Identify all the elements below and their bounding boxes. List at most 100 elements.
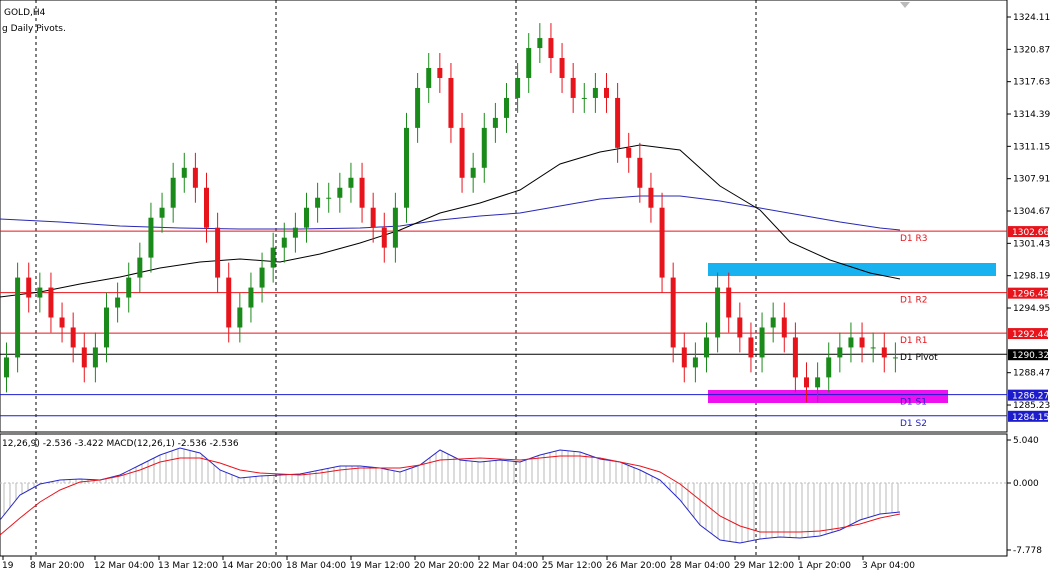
- candle-body[interactable]: [37, 287, 43, 298]
- candle-body[interactable]: [259, 267, 265, 288]
- candle-body[interactable]: [81, 347, 87, 368]
- candle-body[interactable]: [359, 177, 365, 208]
- price-panel[interactable]: [0, 0, 1008, 433]
- chart-shift-marker-icon[interactable]: [900, 2, 910, 8]
- candle-body[interactable]: [570, 77, 576, 98]
- candle-body[interactable]: [781, 317, 787, 338]
- candle-body[interactable]: [504, 97, 509, 118]
- candle-body[interactable]: [392, 207, 398, 248]
- candle-body[interactable]: [370, 207, 376, 228]
- candle-body[interactable]: [437, 67, 443, 78]
- candle-body[interactable]: [337, 187, 343, 198]
- candle-body[interactable]: [415, 87, 421, 128]
- candle-body[interactable]: [59, 317, 65, 328]
- candle-body[interactable]: [881, 347, 887, 358]
- time-tick-2: 12 Mar 04:00: [94, 561, 154, 571]
- candle-body[interactable]: [615, 97, 621, 148]
- candle-body[interactable]: [459, 127, 465, 178]
- level-price-tag-5: [1008, 410, 1048, 422]
- macd-histogram: [3, 448, 899, 543]
- candle-body[interactable]: [870, 347, 876, 349]
- candle-body[interactable]: [748, 337, 754, 358]
- candle-body[interactable]: [315, 197, 321, 208]
- candle-body[interactable]: [770, 317, 776, 328]
- candle-body[interactable]: [304, 207, 309, 228]
- candle-body[interactable]: [70, 327, 76, 348]
- candle-body[interactable]: [448, 77, 454, 128]
- candle-body[interactable]: [626, 147, 632, 158]
- candle-body[interactable]: [92, 347, 98, 368]
- candle-body[interactable]: [892, 357, 898, 359]
- resistance-zone[interactable]: [708, 263, 996, 276]
- candle-body[interactable]: [248, 287, 254, 308]
- level-price-text-4: 1286.27: [1012, 392, 1049, 402]
- candle-body[interactable]: [759, 327, 765, 358]
- candle-body[interactable]: [792, 337, 798, 378]
- candle-body[interactable]: [270, 247, 276, 268]
- candle-body[interactable]: [15, 277, 21, 358]
- candle-body[interactable]: [404, 127, 409, 208]
- candle-body[interactable]: [126, 277, 132, 298]
- time-tick-9: 25 Mar 12:00: [542, 561, 602, 571]
- candle-body[interactable]: [604, 87, 609, 98]
- candle-body[interactable]: [292, 227, 298, 238]
- candle-body[interactable]: [148, 217, 154, 258]
- candle-body[interactable]: [226, 277, 232, 328]
- time-tick-8: 22 Mar 04:00: [478, 561, 538, 571]
- candle-body[interactable]: [215, 227, 221, 278]
- candle-body[interactable]: [192, 167, 198, 188]
- support-zone[interactable]: [708, 390, 948, 403]
- candle-body[interactable]: [715, 287, 721, 338]
- level-name-2: D1 R1: [900, 336, 928, 346]
- candle-body[interactable]: [104, 307, 109, 348]
- candle-body[interactable]: [648, 187, 654, 208]
- candle-body[interactable]: [692, 357, 698, 368]
- time-tick-10: 26 Mar 20:00: [606, 561, 666, 571]
- candle-body[interactable]: [26, 277, 32, 298]
- candle-body[interactable]: [281, 237, 287, 248]
- candle-body[interactable]: [559, 58, 565, 78]
- candle-body[interactable]: [381, 227, 387, 248]
- candle-body[interactable]: [659, 207, 665, 278]
- candle-body[interactable]: [204, 187, 209, 228]
- candle-body[interactable]: [492, 117, 498, 128]
- candle-body[interactable]: [592, 87, 598, 98]
- candle-body[interactable]: [526, 48, 532, 78]
- candle-body[interactable]: [859, 337, 865, 348]
- candle-body[interactable]: [704, 337, 709, 358]
- candle-body[interactable]: [726, 287, 732, 318]
- candle-body[interactable]: [48, 287, 54, 318]
- candle-body[interactable]: [737, 317, 743, 338]
- candle-body[interactable]: [181, 167, 187, 178]
- macd-panel[interactable]: [0, 433, 1008, 557]
- candle-body[interactable]: [426, 67, 432, 88]
- candle-body[interactable]: [326, 197, 332, 199]
- candle-body[interactable]: [848, 337, 854, 348]
- candlesticks[interactable]: [4, 23, 898, 403]
- candle-body[interactable]: [237, 307, 243, 328]
- time-tick-13: 1 Apr 20:00: [798, 561, 851, 571]
- candle-body[interactable]: [4, 357, 9, 378]
- macd-tick-1: 0.000: [1013, 479, 1039, 489]
- candle-body[interactable]: [837, 347, 843, 358]
- candle-body[interactable]: [826, 357, 832, 378]
- candle-body[interactable]: [515, 77, 521, 98]
- candle-body[interactable]: [170, 177, 176, 208]
- candle-body[interactable]: [470, 167, 476, 178]
- candle-body[interactable]: [159, 207, 165, 218]
- candle-body[interactable]: [637, 157, 643, 188]
- price-tick-0: 1324.11: [1013, 13, 1050, 23]
- candle-body[interactable]: [581, 97, 587, 99]
- candle-body[interactable]: [348, 177, 354, 188]
- candle-body[interactable]: [137, 257, 143, 278]
- candle-body[interactable]: [670, 277, 676, 348]
- time-tick-5: 18 Mar 04:00: [286, 561, 346, 571]
- candle-body[interactable]: [548, 38, 554, 59]
- candle-body[interactable]: [804, 377, 809, 388]
- candle-body[interactable]: [481, 127, 487, 168]
- candle-body[interactable]: [537, 38, 543, 49]
- candle-body[interactable]: [115, 297, 121, 308]
- candle-body[interactable]: [815, 377, 821, 388]
- candle-body[interactable]: [681, 347, 687, 368]
